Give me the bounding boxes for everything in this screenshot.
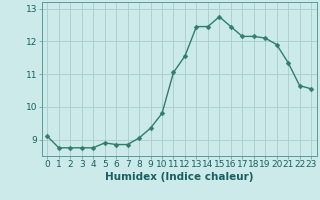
X-axis label: Humidex (Indice chaleur): Humidex (Indice chaleur): [105, 172, 253, 182]
